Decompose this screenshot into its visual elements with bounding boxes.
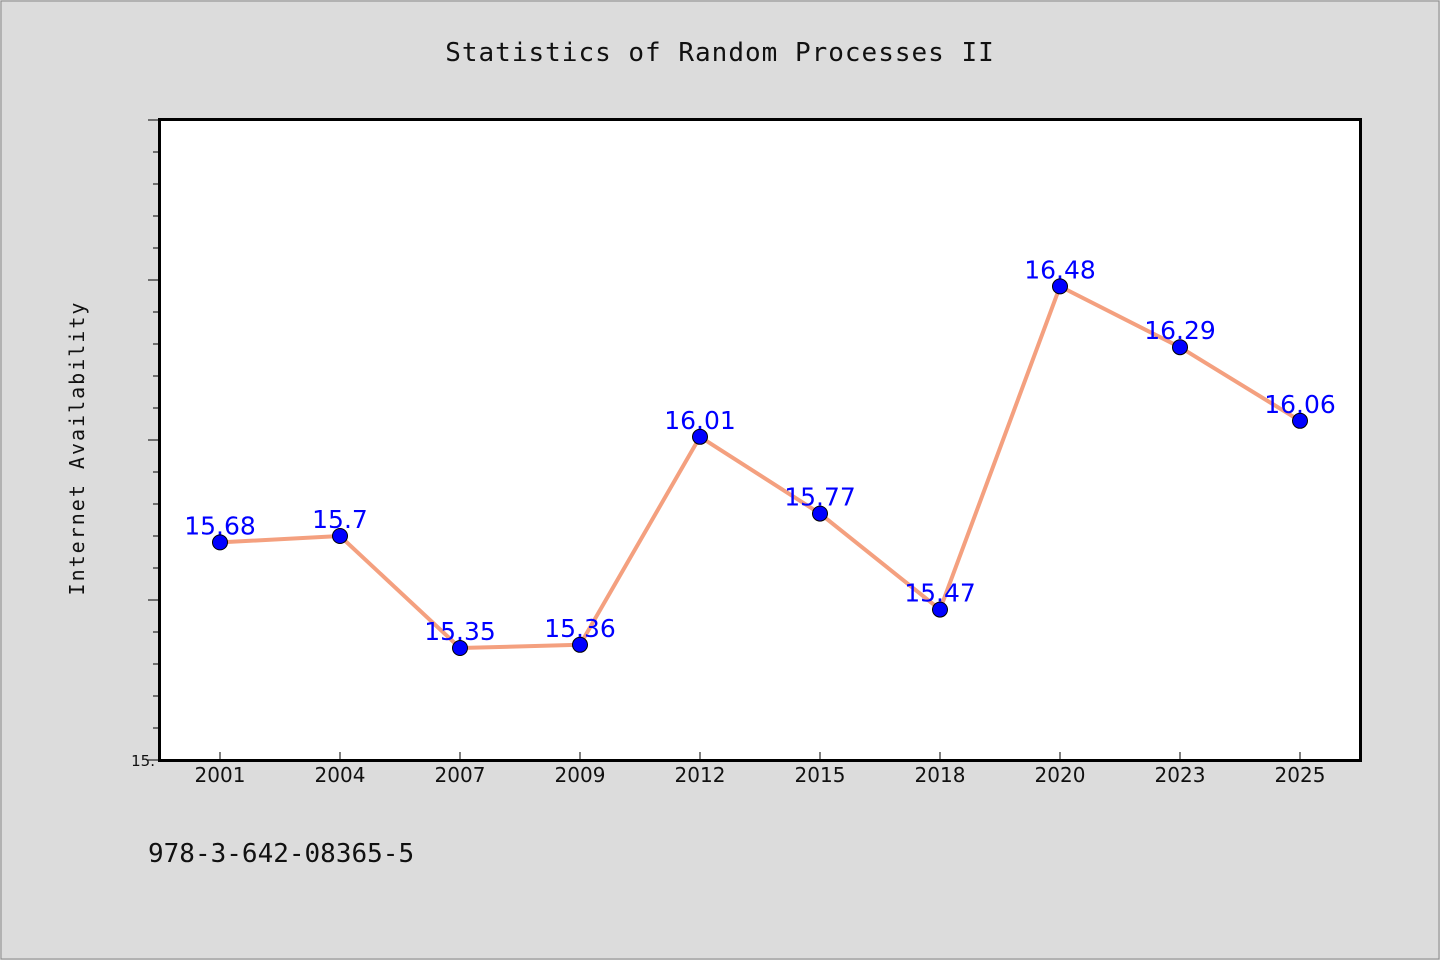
footnote: 978-3-642-08365-5 <box>148 839 414 869</box>
data-labels: 15.68 15.7 15.35 15.36 16.01 15.77 15.47 16.48 1… <box>184 255 1336 646</box>
series-line <box>218 284 1302 650</box>
x-tick-label: 2001 <box>195 763 246 787</box>
data-point <box>1172 339 1188 356</box>
data-point <box>572 636 588 653</box>
data-label: 16.48 <box>1024 255 1096 284</box>
x-tick-label: 2015 <box>795 763 846 787</box>
x-tick-label: 2020 <box>1035 763 1086 787</box>
data-label: 16.01 <box>664 406 736 435</box>
data-label: 16.29 <box>1144 316 1216 345</box>
data-point <box>212 534 228 551</box>
data-point <box>1052 278 1068 295</box>
x-tick-label: 2023 <box>1155 763 1206 787</box>
data-label: 15.35 <box>424 617 496 646</box>
data-point <box>332 528 348 544</box>
x-tick-label: 2009 <box>555 763 606 787</box>
series-line-group <box>218 284 1302 650</box>
data-label: 15.7 <box>312 505 368 534</box>
y-axis-ticks <box>148 119 160 761</box>
data-label: 15.68 <box>184 511 256 540</box>
plot-area <box>158 118 1362 762</box>
x-tick-label: 2007 <box>435 763 486 787</box>
x-tick-label: 2025 <box>1275 763 1326 787</box>
x-tick-label: 2018 <box>915 763 966 787</box>
data-label: 16.06 <box>1264 390 1336 419</box>
x-tick-label: 2012 <box>675 763 726 787</box>
data-point <box>932 601 948 618</box>
data-point <box>1292 412 1308 429</box>
data-label: 15.36 <box>544 614 616 643</box>
data-point <box>452 640 468 656</box>
x-tick-label: 2004 <box>315 763 366 787</box>
data-point <box>812 505 828 522</box>
data-point <box>692 428 708 445</box>
data-label: 15.77 <box>784 483 856 512</box>
x-axis-ticks: 2001 2004 2007 2009 2012 2015 2018 2020 2023 2025 <box>195 752 1326 787</box>
chart-title: Statistics of Random Processes II <box>445 38 995 68</box>
data-label: 15.47 <box>904 579 976 608</box>
y-tick-label: 15. <box>131 752 155 770</box>
y-axis-label: Internet Availability <box>65 301 89 596</box>
series-markers <box>212 278 1308 656</box>
